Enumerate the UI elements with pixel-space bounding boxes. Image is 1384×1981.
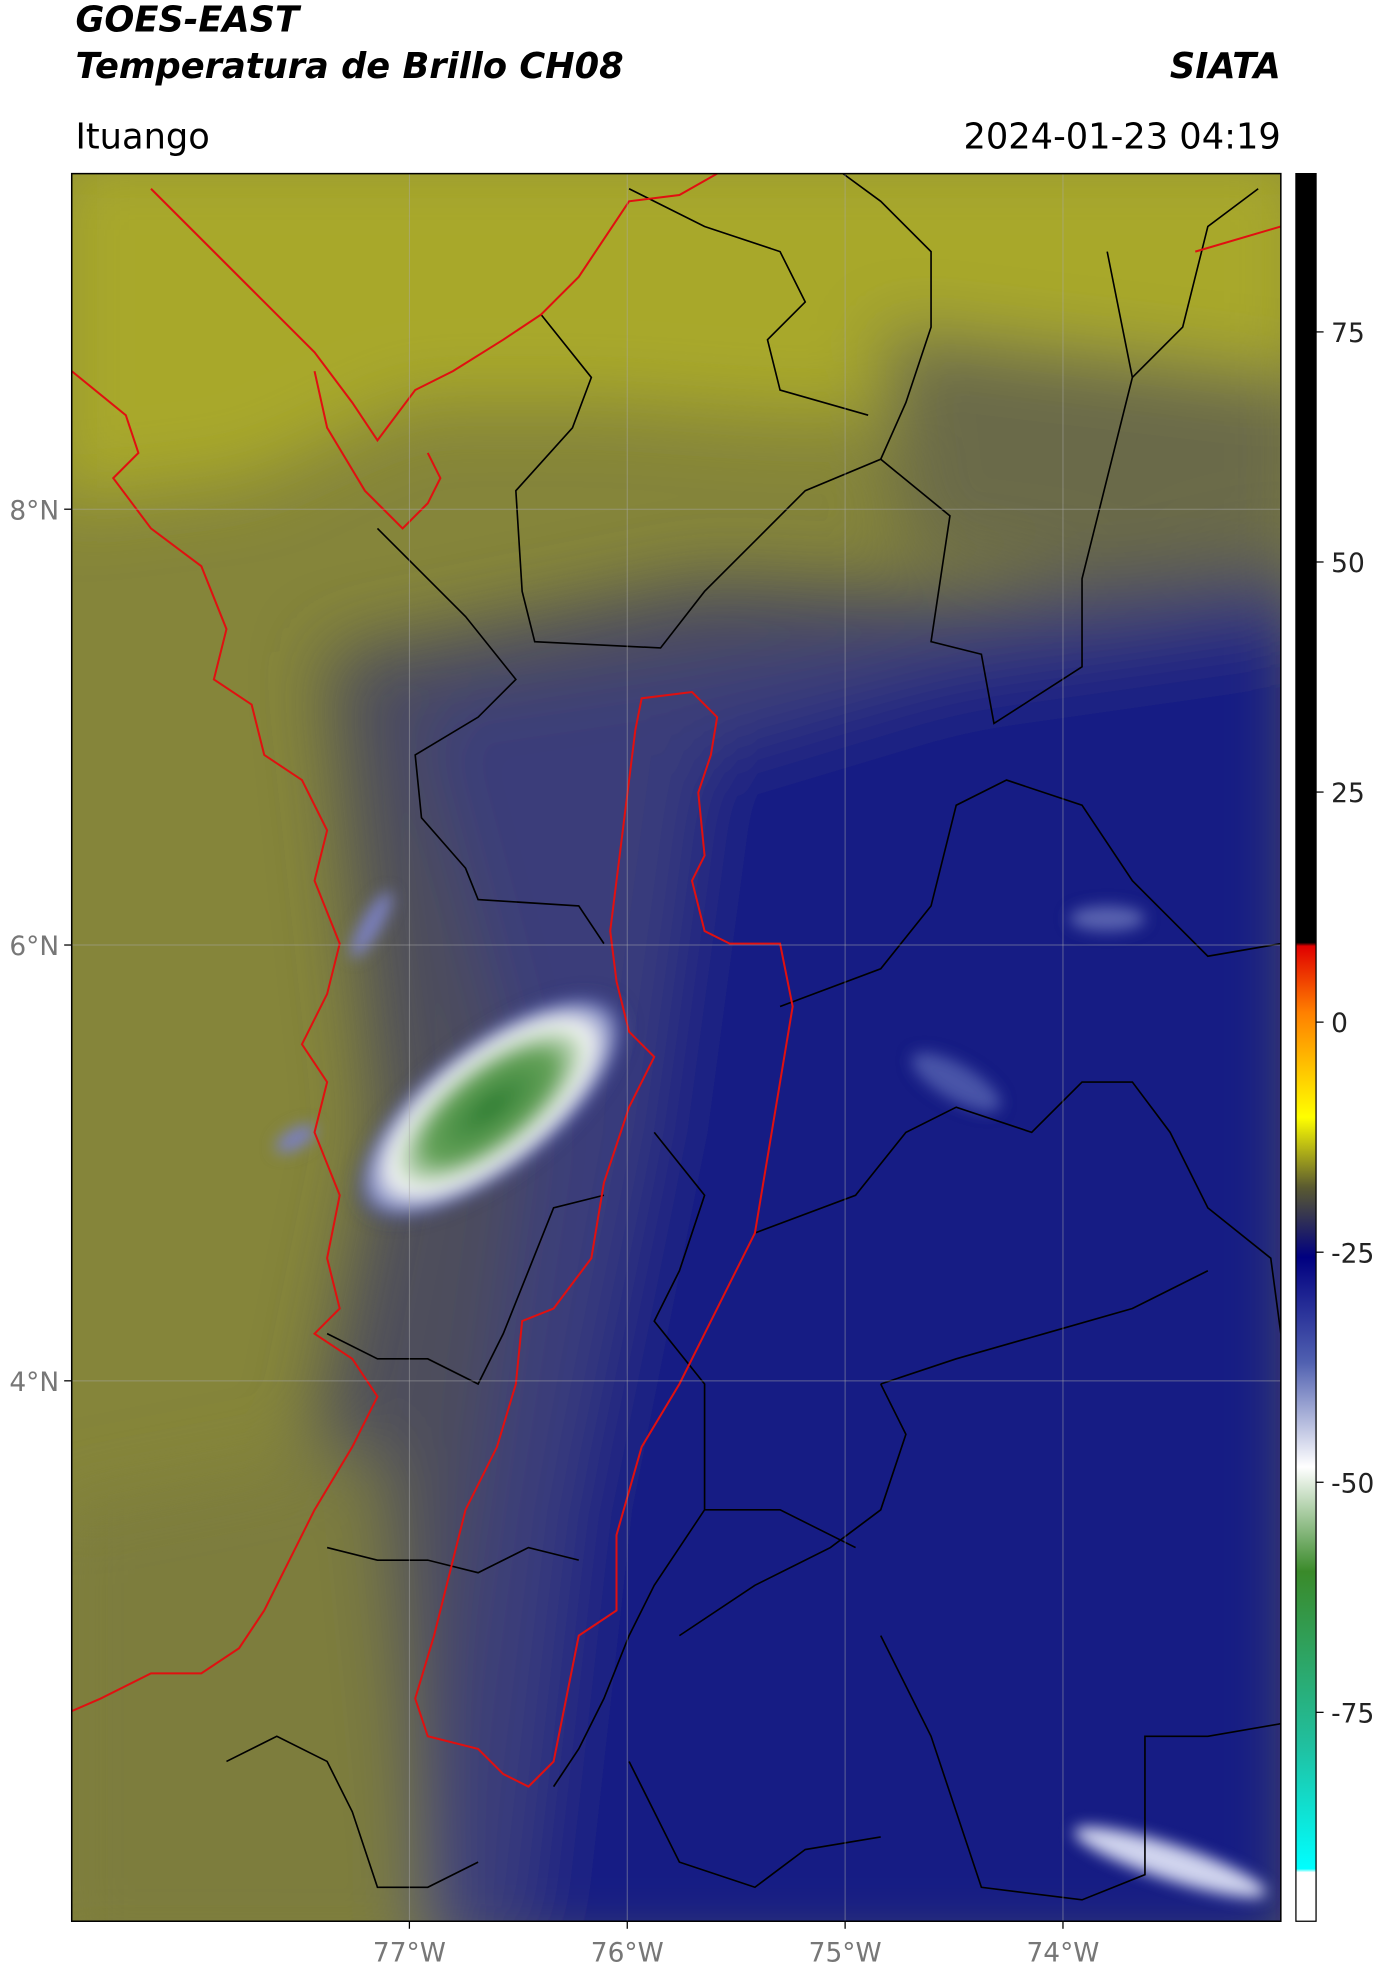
colorbar-tick-label: 25 bbox=[1331, 778, 1365, 809]
subtitle: Temperatura de Brillo CH08 bbox=[75, 46, 623, 87]
x-tick-label: 77°W bbox=[373, 1937, 446, 1968]
grid bbox=[71, 173, 1281, 1922]
colorbar-tick-label: -25 bbox=[1331, 1238, 1374, 1269]
map-frame bbox=[70, 172, 1282, 1922]
colorbar-tick-label: 0 bbox=[1331, 1008, 1348, 1039]
x-tick-label: 75°W bbox=[809, 1937, 882, 1968]
colorbar-tick-label: 75 bbox=[1331, 318, 1365, 349]
x-tick-label: 76°W bbox=[591, 1937, 664, 1968]
y-tick-label: 4°N bbox=[9, 1367, 59, 1398]
map-image bbox=[71, 173, 1281, 1922]
y-tick-label: 8°N bbox=[9, 495, 59, 526]
colorbar-tick-label: -75 bbox=[1331, 1698, 1374, 1729]
datetime: 2024-01-23 04:19 bbox=[963, 116, 1280, 157]
colorbar bbox=[1295, 172, 1317, 1922]
region: Ituango bbox=[75, 116, 209, 157]
colorbar-tick-label: 50 bbox=[1331, 548, 1365, 579]
colorbar-tick-label: -50 bbox=[1331, 1468, 1374, 1499]
title: GOES-EAST bbox=[75, 0, 302, 40]
y-tick-label: 6°N bbox=[9, 931, 59, 962]
organization: SIATA bbox=[1170, 46, 1281, 87]
x-tick-label: 74°W bbox=[1027, 1937, 1100, 1968]
